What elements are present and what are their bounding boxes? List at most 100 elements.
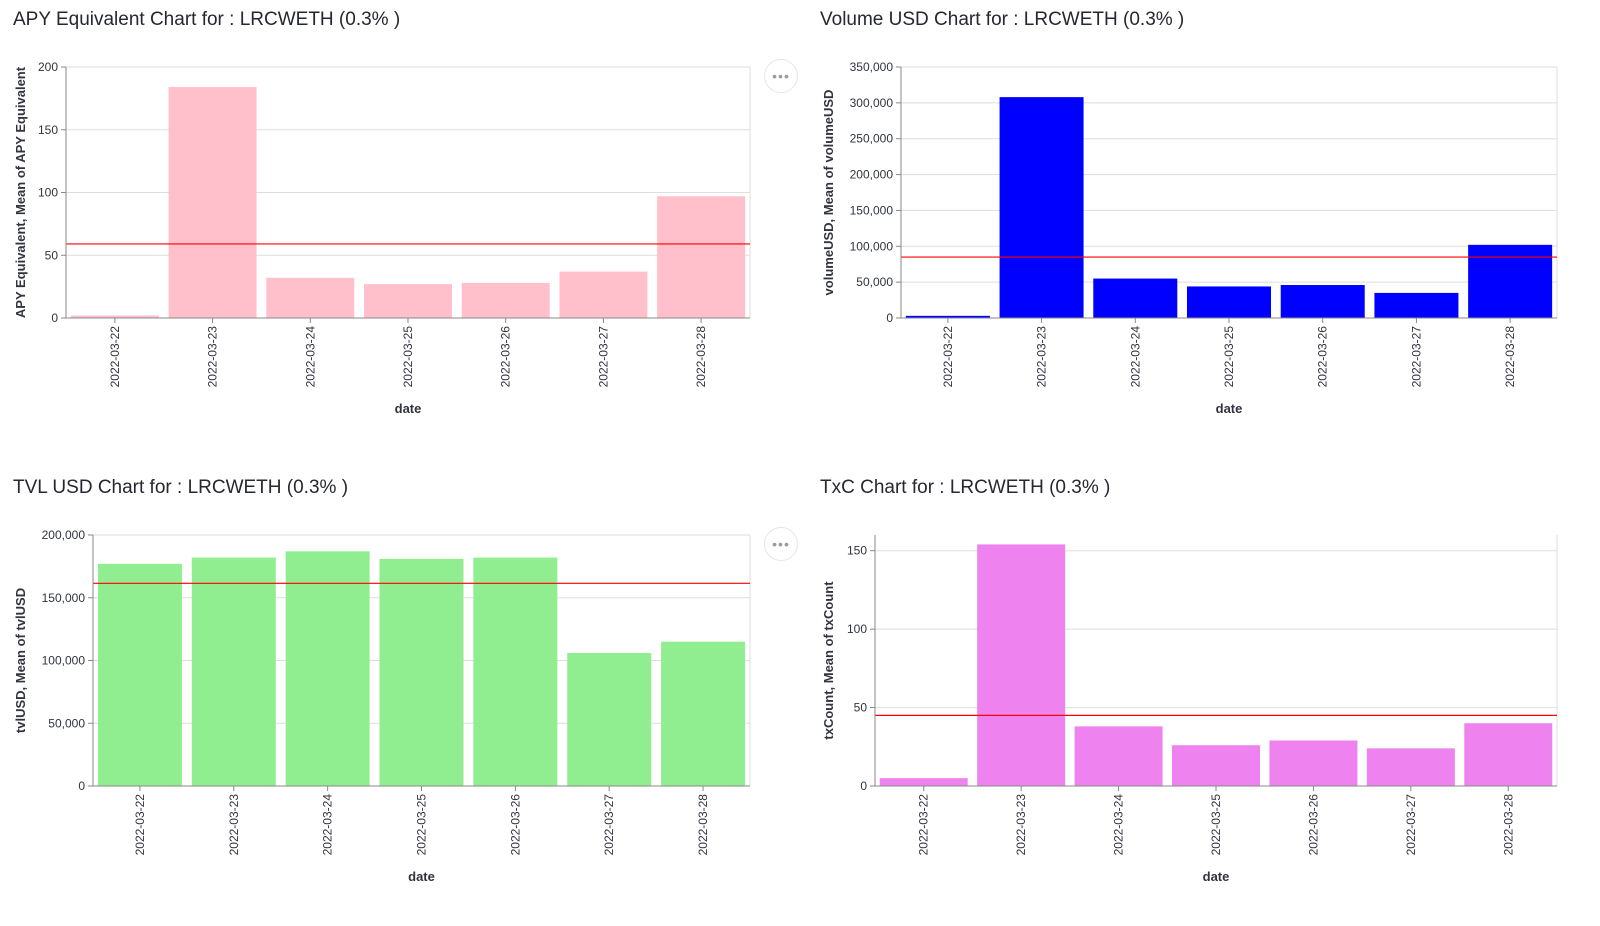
bar-2022-03-23 xyxy=(999,97,1084,319)
y-axis-title: txCount, Mean of txCount xyxy=(821,581,836,740)
bar-2022-03-23 xyxy=(977,544,1066,786)
bar-2022-03-25 xyxy=(364,284,452,318)
x-tick-label: 2022-03-25 xyxy=(1222,326,1236,388)
y-tick-label: 100,000 xyxy=(42,654,86,668)
y-tick-label: 200,000 xyxy=(42,528,86,542)
y-tick-label: 50 xyxy=(45,248,59,262)
txc-chart-panel: TxC Chart for : LRCWETH (0.3% ) 0 50 100 15… xyxy=(800,468,1600,926)
x-axis-title: date xyxy=(1216,401,1243,416)
bar-2022-03-25 xyxy=(379,558,464,786)
more-horizontal-icon: ••• xyxy=(772,68,790,84)
x-tick-label: 2022-03-24 xyxy=(303,326,317,388)
y-tick-label: 50 xyxy=(854,701,868,715)
y-tick-label: 150,000 xyxy=(850,203,894,217)
y-tick-label: 50,000 xyxy=(856,275,893,289)
tvl-bar-chart: 0 50,000 100,000 150,000 200,000 2022-03-22 20… xyxy=(13,528,751,884)
tvl-chart-title: TVL USD Chart for : LRCWETH (0.3% ) xyxy=(13,477,349,498)
x-tick-label: 2022-03-24 xyxy=(1112,794,1126,856)
y-axis-title: APY Equivalent, Mean of APY Equivalent xyxy=(13,66,28,318)
x-tick-label: 2022-03-28 xyxy=(1503,326,1517,388)
y-tick-label: 100 xyxy=(38,186,58,200)
bar-2022-03-26 xyxy=(461,282,550,318)
x-tick-label: 2022-03-23 xyxy=(227,794,241,856)
bar-2022-03-24 xyxy=(266,277,355,318)
y-tick-label: 100,000 xyxy=(850,239,894,253)
x-tick-label: 2022-03-27 xyxy=(1404,794,1418,856)
y-tick-label: 350,000 xyxy=(850,60,894,74)
bar-2022-03-25 xyxy=(1172,745,1260,786)
y-axis-title: volumeUSD, Mean of volumeUSD xyxy=(821,90,836,296)
bar-2022-03-26 xyxy=(473,557,558,786)
bar-2022-03-22 xyxy=(70,315,159,318)
x-tick-label: 2022-03-28 xyxy=(696,794,710,856)
x-tick-label: 2022-03-24 xyxy=(321,794,335,856)
bar-2022-03-28 xyxy=(1464,723,1553,786)
bar-2022-03-27 xyxy=(1374,292,1459,318)
y-tick-label: 150,000 xyxy=(42,591,86,605)
x-tick-label: 2022-03-22 xyxy=(133,794,147,856)
apy-bar-chart: 0 50 100 150 200 2022-03-22 2022-03-23 2022-03-… xyxy=(13,60,751,416)
x-axis-title: date xyxy=(1203,869,1230,884)
x-tick-label: 2022-03-27 xyxy=(1409,326,1423,388)
y-tick-label: 0 xyxy=(51,311,58,325)
y-tick-label: 0 xyxy=(860,779,867,793)
bar-2022-03-26 xyxy=(1269,740,1358,786)
apy-chart-menu-button[interactable]: ••• xyxy=(764,59,798,93)
x-tick-label: 2022-03-26 xyxy=(1306,794,1320,856)
bar-2022-03-23 xyxy=(168,87,257,318)
x-tick-label: 2022-03-25 xyxy=(401,326,415,388)
x-tick-label: 2022-03-28 xyxy=(694,326,708,388)
bar-2022-03-28 xyxy=(1468,244,1553,318)
volume-bar-chart: 0 50,000 100,000 150,000 200,000 250,000 300,0… xyxy=(821,60,1558,416)
bar-2022-03-28 xyxy=(657,196,746,318)
bar-2022-03-27 xyxy=(567,652,652,786)
bar-2022-03-22 xyxy=(97,563,182,786)
x-tick-label: 2022-03-24 xyxy=(1128,326,1142,388)
bar-2022-03-27 xyxy=(1366,748,1455,786)
tvl-chart-menu-button[interactable]: ••• xyxy=(764,527,798,561)
x-tick-label: 2022-03-26 xyxy=(508,794,522,856)
y-tick-label: 200 xyxy=(38,60,58,74)
apy-chart-title: APY Equivalent Chart for : LRCWETH (0.3%… xyxy=(13,9,401,30)
x-axis-title: date xyxy=(395,401,422,416)
y-tick-label: 0 xyxy=(886,311,893,325)
x-tick-label: 2022-03-27 xyxy=(596,326,610,388)
bar-2022-03-25 xyxy=(1187,286,1271,318)
x-tick-label: 2022-03-25 xyxy=(1209,794,1223,856)
bar-2022-03-27 xyxy=(559,271,648,318)
x-tick-label: 2022-03-28 xyxy=(1501,794,1515,856)
y-axis-title: tvlUSD, Mean of tvlUSD xyxy=(13,588,28,733)
txc-bar-chart: 0 50 100 150 2022-03-22 2022-03-23 2022-03-24 2… xyxy=(821,535,1558,884)
volume-chart-panel: Volume USD Chart for : LRCWETH (0.3% ) 0… xyxy=(800,0,1600,458)
y-tick-label: 250,000 xyxy=(850,132,894,146)
tvl-chart-panel: TVL USD Chart for : LRCWETH (0.3% ) 0 50,… xyxy=(0,468,800,926)
bar-2022-03-24 xyxy=(1074,726,1163,786)
x-tick-label: 2022-03-22 xyxy=(917,794,931,856)
x-tick-label: 2022-03-25 xyxy=(415,794,429,856)
bar-2022-03-22 xyxy=(905,315,990,318)
x-tick-label: 2022-03-26 xyxy=(1316,326,1330,388)
x-axis-title: date xyxy=(408,869,435,884)
x-tick-label: 2022-03-22 xyxy=(941,326,955,388)
bar-2022-03-26 xyxy=(1280,285,1365,318)
y-tick-label: 150 xyxy=(38,123,58,137)
bar-2022-03-24 xyxy=(285,551,370,786)
y-tick-label: 200,000 xyxy=(850,168,894,182)
volume-chart-title: Volume USD Chart for : LRCWETH (0.3% ) xyxy=(820,9,1185,30)
bar-2022-03-22 xyxy=(879,778,968,786)
x-tick-label: 2022-03-27 xyxy=(602,794,616,856)
y-tick-label: 300,000 xyxy=(850,96,894,110)
apy-chart-panel: APY Equivalent Chart for : LRCWETH (0.3%… xyxy=(0,0,800,458)
bar-2022-03-24 xyxy=(1093,278,1178,318)
y-tick-label: 150 xyxy=(847,544,867,558)
y-tick-label: 100 xyxy=(847,622,867,636)
txc-chart-title: TxC Chart for : LRCWETH (0.3% ) xyxy=(820,477,1111,498)
x-tick-label: 2022-03-26 xyxy=(499,326,513,388)
x-tick-label: 2022-03-22 xyxy=(108,326,122,388)
more-horizontal-icon: ••• xyxy=(772,536,790,552)
y-tick-label: 0 xyxy=(78,779,85,793)
y-tick-label: 50,000 xyxy=(48,716,85,730)
x-tick-label: 2022-03-23 xyxy=(206,326,220,388)
x-tick-label: 2022-03-23 xyxy=(1014,794,1028,856)
x-tick-label: 2022-03-23 xyxy=(1035,326,1049,388)
